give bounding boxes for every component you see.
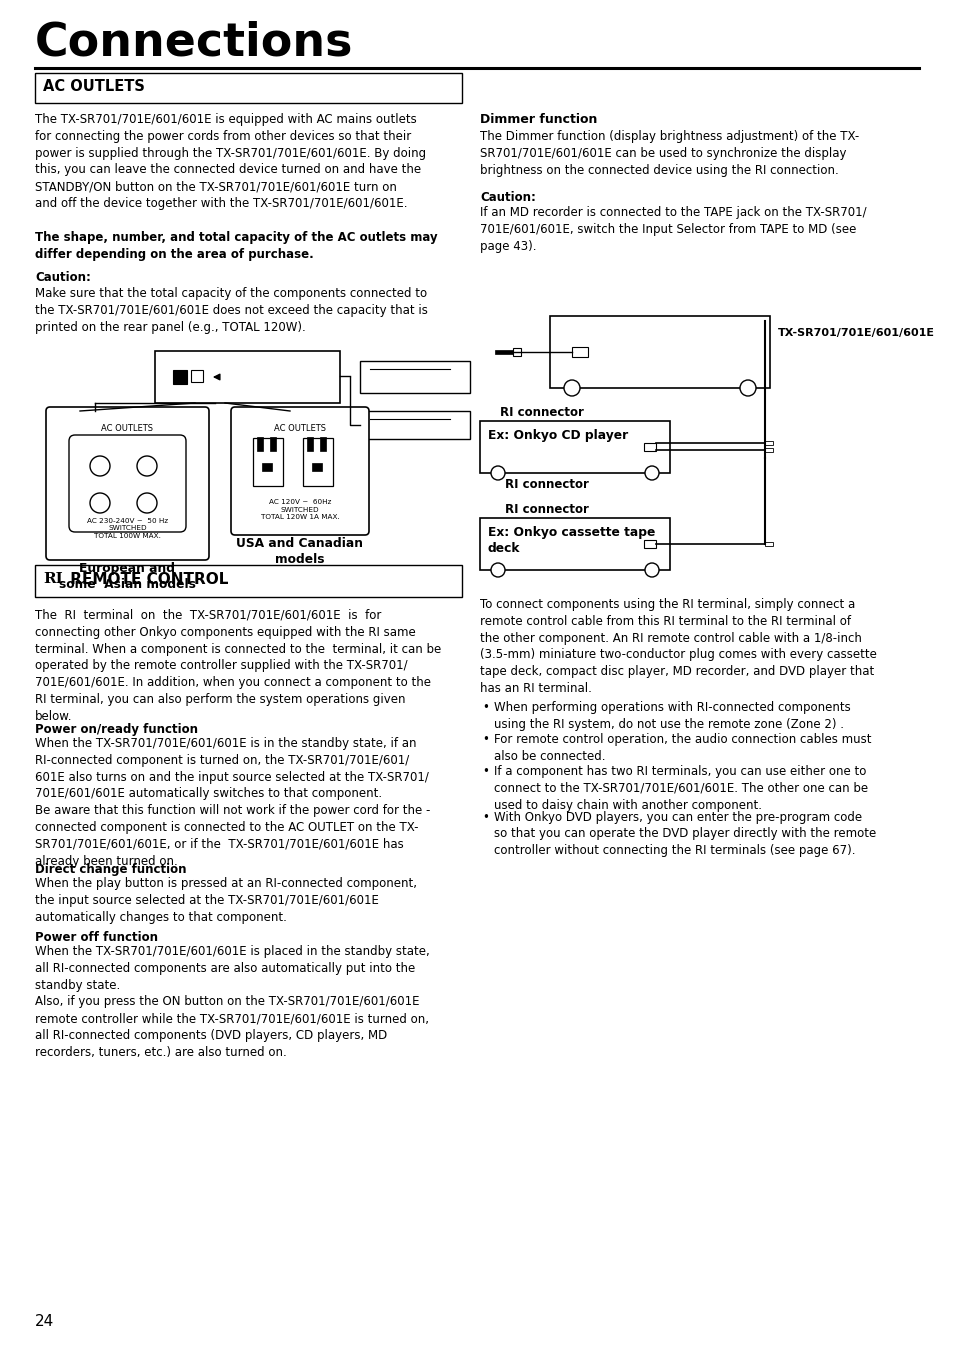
Text: •: • — [481, 701, 488, 713]
Text: •: • — [481, 765, 488, 778]
Bar — [359, 361, 470, 393]
Bar — [270, 436, 275, 451]
Circle shape — [644, 563, 659, 577]
Text: When the play button is pressed at an RI-connected component,
the input source s: When the play button is pressed at an RI… — [35, 877, 416, 924]
Bar — [307, 436, 313, 451]
Text: AC OUTLETS: AC OUTLETS — [43, 78, 145, 95]
Bar — [256, 436, 263, 451]
FancyBboxPatch shape — [69, 435, 186, 532]
Bar — [764, 440, 772, 444]
Text: RI connector: RI connector — [499, 407, 583, 419]
Bar — [262, 463, 272, 471]
Circle shape — [644, 466, 659, 480]
Bar — [550, 316, 769, 388]
Text: When the TX-SR701/701E/601/601E is placed in the standby state,
all RI-connected: When the TX-SR701/701E/601/601E is place… — [35, 944, 429, 1059]
Circle shape — [491, 466, 504, 480]
Text: Connections: Connections — [35, 22, 353, 66]
Bar — [643, 443, 656, 451]
Text: To connect components using the RI terminal, simply connect a
remote control cab: To connect components using the RI termi… — [479, 598, 876, 694]
Bar — [191, 370, 203, 382]
Text: Power off function: Power off function — [35, 931, 158, 944]
Text: REMOTE CONTROL: REMOTE CONTROL — [65, 571, 228, 586]
Text: European and
some  Asian models: European and some Asian models — [59, 562, 195, 590]
Text: AC 120V ~  60Hz
SWITCHED
TOTAL 120W 1A MAX.: AC 120V ~ 60Hz SWITCHED TOTAL 120W 1A MA… — [260, 499, 339, 520]
Bar — [359, 411, 470, 439]
Bar — [319, 436, 326, 451]
Bar — [572, 347, 587, 357]
Bar — [154, 351, 339, 403]
Text: Make sure that the total capacity of the components connected to
the TX-SR701/70: Make sure that the total capacity of the… — [35, 286, 428, 334]
Text: If a component has two RI terminals, you can use either one to
connect to the TX: If a component has two RI terminals, you… — [494, 765, 867, 812]
Text: Dimmer function: Dimmer function — [479, 113, 597, 126]
Text: The  RI  terminal  on  the  TX-SR701/701E/601/601E  is  for
connecting other Onk: The RI terminal on the TX-SR701/701E/601… — [35, 609, 441, 723]
Text: With Onkyo DVD players, you can enter the pre-program code
so that you can opera: With Onkyo DVD players, you can enter th… — [494, 811, 876, 857]
Bar — [172, 370, 187, 384]
Text: 24: 24 — [35, 1315, 54, 1329]
Circle shape — [563, 380, 579, 396]
Text: AC OUTLETS: AC OUTLETS — [274, 424, 326, 434]
Text: RI: RI — [43, 571, 63, 586]
Text: AC OUTLETS: AC OUTLETS — [101, 424, 153, 434]
Bar — [253, 438, 283, 486]
Text: RI connector: RI connector — [504, 478, 588, 490]
Bar — [303, 438, 333, 486]
Bar — [35, 73, 461, 103]
Text: For remote control operation, the audio connection cables must
also be connected: For remote control operation, the audio … — [494, 734, 871, 763]
Text: AC 230-240V ~  50 Hz
SWITCHED
TOTAL 100W MAX.: AC 230-240V ~ 50 Hz SWITCHED TOTAL 100W … — [87, 517, 168, 539]
Bar — [764, 449, 772, 453]
Bar — [35, 565, 461, 597]
Text: TX-SR701/701E/601/601E: TX-SR701/701E/601/601E — [778, 328, 934, 338]
Text: Power on/ready function: Power on/ready function — [35, 723, 198, 736]
FancyBboxPatch shape — [46, 407, 209, 561]
Bar — [495, 350, 513, 354]
Bar — [312, 463, 322, 471]
Text: Caution:: Caution: — [35, 272, 91, 284]
Text: RI connector: RI connector — [504, 503, 588, 516]
Text: USA and Canadian
models: USA and Canadian models — [236, 536, 363, 566]
Text: Ex: Onkyo cassette tape
deck: Ex: Onkyo cassette tape deck — [488, 526, 655, 554]
Circle shape — [491, 563, 504, 577]
Text: The TX-SR701/701E/601/601E is equipped with AC mains outlets
for connecting the : The TX-SR701/701E/601/601E is equipped w… — [35, 113, 426, 209]
Circle shape — [740, 380, 755, 396]
Bar — [643, 540, 656, 549]
Text: Direct change function: Direct change function — [35, 863, 186, 875]
Text: If an MD recorder is connected to the TAPE jack on the TX-SR701/
701E/601/601E, : If an MD recorder is connected to the TA… — [479, 205, 865, 253]
Text: •: • — [481, 811, 488, 824]
Text: When performing operations with RI-connected components
using the RI system, do : When performing operations with RI-conne… — [494, 701, 850, 731]
Bar — [764, 542, 772, 546]
Bar — [513, 349, 520, 357]
Bar — [479, 422, 669, 473]
Text: •: • — [481, 734, 488, 746]
Text: The Dimmer function (display brightness adjustment) of the TX-
SR701/701E/601/60: The Dimmer function (display brightness … — [479, 130, 859, 177]
Text: Ex: Onkyo CD player: Ex: Onkyo CD player — [488, 430, 628, 442]
FancyBboxPatch shape — [231, 407, 369, 535]
Text: The shape, number, and total capacity of the AC outlets may
differ depending on : The shape, number, and total capacity of… — [35, 231, 437, 261]
Text: When the TX-SR701/701E/601/601E is in the standby state, if an
RI-connected comp: When the TX-SR701/701E/601/601E is in th… — [35, 738, 430, 867]
Text: Caution:: Caution: — [479, 190, 536, 204]
Bar — [479, 517, 669, 570]
